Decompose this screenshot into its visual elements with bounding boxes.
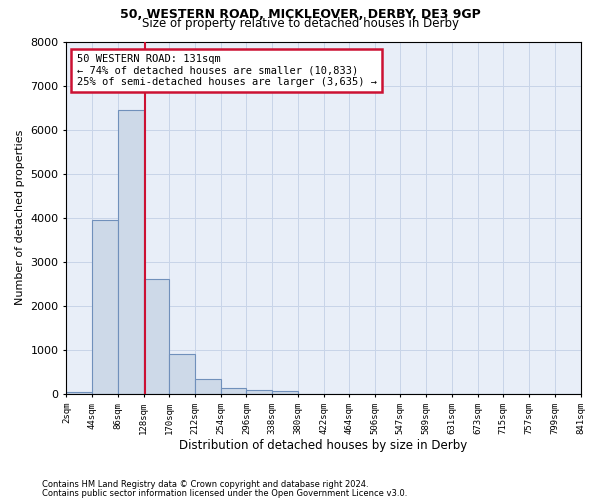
Y-axis label: Number of detached properties: Number of detached properties — [15, 130, 25, 306]
X-axis label: Distribution of detached houses by size in Derby: Distribution of detached houses by size … — [179, 440, 467, 452]
Text: Size of property relative to detached houses in Derby: Size of property relative to detached ho… — [142, 16, 458, 30]
Bar — [272, 392, 298, 394]
Bar — [247, 390, 272, 394]
Bar — [67, 392, 92, 394]
Text: Contains public sector information licensed under the Open Government Licence v3: Contains public sector information licen… — [42, 488, 407, 498]
Bar — [169, 354, 195, 394]
Bar — [118, 110, 143, 394]
Text: Contains HM Land Registry data © Crown copyright and database right 2024.: Contains HM Land Registry data © Crown c… — [42, 480, 368, 489]
Text: 50, WESTERN ROAD, MICKLEOVER, DERBY, DE3 9GP: 50, WESTERN ROAD, MICKLEOVER, DERBY, DE3… — [119, 8, 481, 20]
Bar — [195, 378, 221, 394]
Bar — [221, 388, 247, 394]
Bar — [92, 220, 118, 394]
Text: 50 WESTERN ROAD: 131sqm
← 74% of detached houses are smaller (10,833)
25% of sem: 50 WESTERN ROAD: 131sqm ← 74% of detache… — [77, 54, 377, 87]
Bar — [143, 280, 169, 394]
